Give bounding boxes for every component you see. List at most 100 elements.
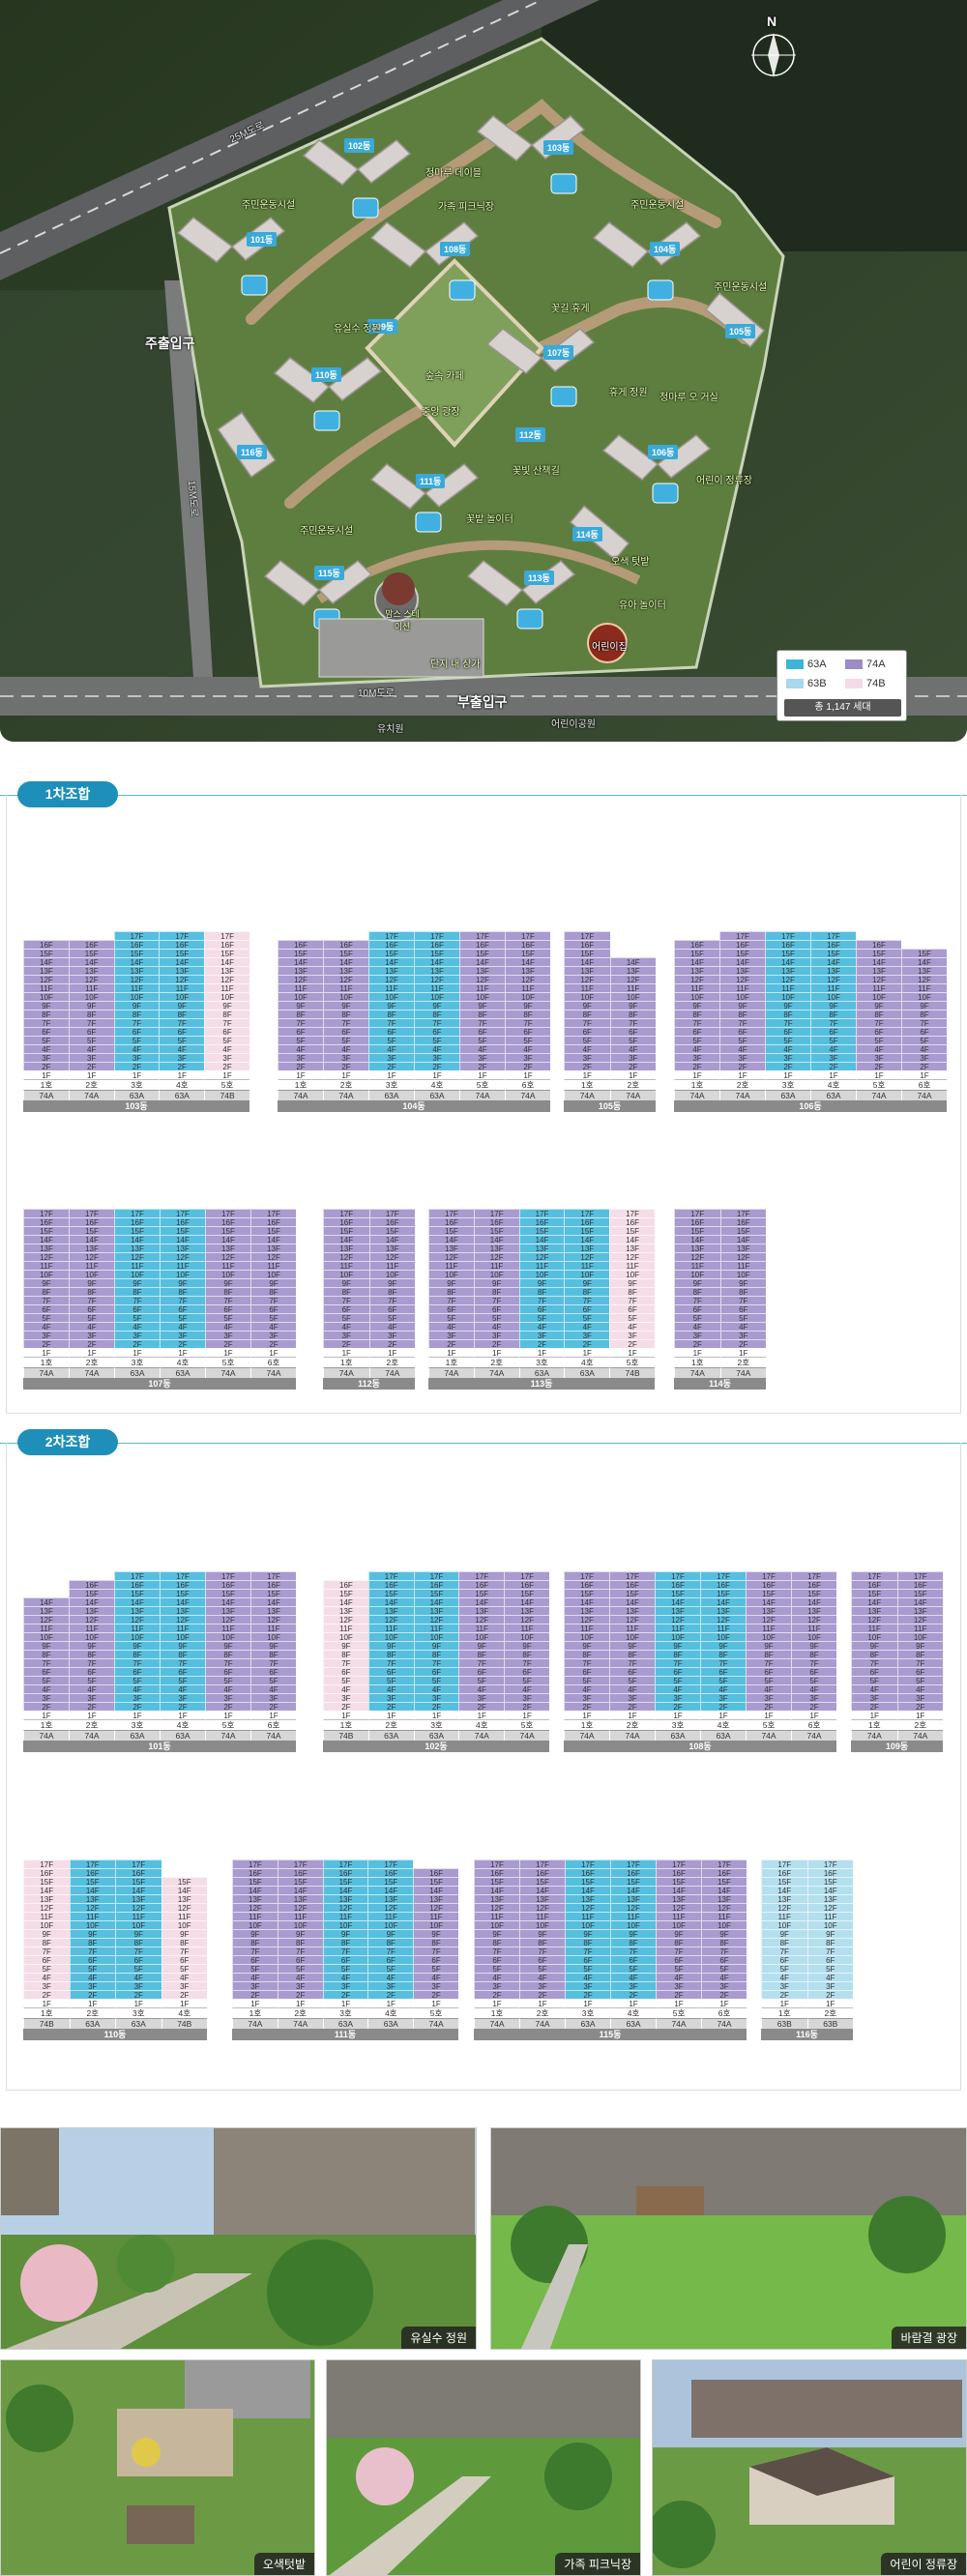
floor-cell: 1F [765,1070,810,1080]
floor-cell: 8F [610,1938,656,1947]
floor-cell: 5F [69,1676,114,1685]
unit-column: 1F 2F 3F 4F 5F 6F 7F 8F 9F 10F 11F 12F 13F 14F 15F 16F 1… [69,1209,114,1378]
floor-cell: 4F [69,1684,114,1694]
floor-cell: 13F [761,1894,807,1904]
floor-cell: 17F [114,1571,160,1581]
floor-cell: 9F [114,1278,160,1288]
floor-cell: 13F [791,1606,836,1616]
floor-cell: 2F [791,1702,836,1712]
floor-cell: 14F [205,1235,250,1244]
floor-cell: 16F [761,1868,807,1878]
dong-label: 101동 [247,232,278,247]
floor-cell: 7F [322,1947,368,1956]
floor-cell: 10F [701,1920,747,1930]
floor-cell: 7F [609,1018,656,1028]
section-2-label: 2차조합 [17,1429,118,1455]
floor-cell: 2F [113,1062,160,1071]
photo-breeze-plaza: 바람결 광장 [490,2127,967,2350]
floor-cell: 4F [473,1322,519,1332]
facility-label: 맘스 스테이션 [385,609,420,631]
unit-number: 2호 [519,2007,565,2018]
floor-cell: 5F [564,1676,609,1685]
unit-type: 74A [232,2018,278,2029]
floor-cell: 16F [277,1868,323,1878]
floor-cell: 15F [367,1589,414,1598]
unit-column: 1F 2F 3F 4F 5F 6F 7F 8F 9F 10F 11F 12F 13F 14F 15F 16F 1… [565,1859,610,2029]
floor-cell: 7F [323,1018,368,1028]
unit-column: 1F 2F 3F 4F 5F 6F 7F 8F 9F 10F 11F 12F 13F 14F 15F 16F 1… [205,1209,250,1378]
floor-cell: 13F [115,1894,161,1904]
floor-cell: 2F [250,1702,296,1712]
unit-type: 63A [810,1090,856,1100]
floor-cell: 17F [518,1209,565,1218]
floor-cell: 2F [564,1339,610,1349]
floor-cell: 2F [428,1339,474,1349]
floor-cell: 1F [856,1070,901,1080]
dong-label: 116동 [237,445,267,459]
floor-cell: 3F [23,1331,69,1340]
floor-cell: 4F [791,1684,836,1694]
floor-cell: 7F [323,1658,368,1668]
floor-cell: 8F [160,1650,205,1659]
floor-cell: 10F [68,992,114,1002]
floor-cell: 14F [609,1597,655,1607]
floor-cell: 5F [701,1964,747,1974]
floor-cell: 3F [115,1981,161,1991]
daycare-label: 어린이집 [592,642,628,653]
floor-cell: 3F [114,1331,160,1340]
floor-cell: 8F [856,1010,901,1019]
floor-cell: 12F [69,1252,114,1262]
floor-cell: 2F [564,1062,610,1071]
floor-cell: 17F [368,931,414,941]
floor-cell: 9F [856,1001,901,1010]
floor-cell: 15F [674,1226,720,1236]
floor-cell: 12F [674,1252,720,1262]
floor-cell: 1F [428,1348,474,1358]
floor-cell: 15F [114,1589,160,1598]
floor-cell: 8F [69,1650,114,1659]
floor-cell: 8F [761,1938,807,1947]
floor-cell: 14F [564,1597,609,1607]
floor-cell: 1F [23,1348,69,1358]
floor-cell: 11F [414,983,459,993]
unit-column: 1F 2F 3F 4F 5F 6F 7F 8F 9F 10F 11F 12F 13F 14F 15F 16F 1… [115,1859,161,2029]
floor-cell: 17F [414,931,459,941]
floor-cell: 7F [23,1296,69,1305]
floor-cell: 9F [761,1929,807,1939]
floor-cell: 6F [368,1304,415,1314]
floor-cell: 8F [323,1010,368,1019]
unit-type: 74A [746,1730,791,1741]
floor-cell: 9F [719,1001,765,1010]
floor-cell: 15F [564,1589,609,1598]
floor-cell: 3F [896,1693,943,1703]
floor-cell: 12F [323,975,368,984]
floor-cell: 6F [232,1955,278,1965]
unit-number: 3호 [765,1079,810,1090]
floor-cell: 13F [323,1244,369,1253]
unit-number: 3호 [113,1079,160,1090]
floor-cell: 1F [851,1711,897,1720]
floor-cell: 15F [23,1226,69,1236]
floor-cell: 11F [518,1261,565,1271]
floor-cell: 6F [505,1027,550,1037]
legend-label: 74A [866,659,886,670]
floor-cell: 10F [564,992,610,1002]
floor-cell: 7F [746,1658,791,1668]
floor-cell: 2F [609,1062,656,1071]
floor-cell: 1F [68,1070,114,1080]
floor-cell: 5F [23,1313,69,1323]
floor-cell: 10F [856,992,901,1002]
floor-cell: 5F [564,1313,610,1323]
unit-type: 74B [323,1730,368,1741]
floor-cell: 10F [250,1632,296,1642]
floor-cell: 17F [205,1571,250,1581]
unit-type: 63A [413,1730,459,1741]
unit-number: 2호 [69,2007,115,2018]
floor-cell: 7F [505,1018,550,1028]
floor-cell: 4F [23,1322,69,1332]
floor-cell: 10F [323,1632,368,1642]
floor-cell: 12F [414,975,459,984]
floor-cell: 7F [474,1947,519,1956]
floor-cell: 9F [323,1001,368,1010]
floor-cell: 12F [368,975,414,984]
